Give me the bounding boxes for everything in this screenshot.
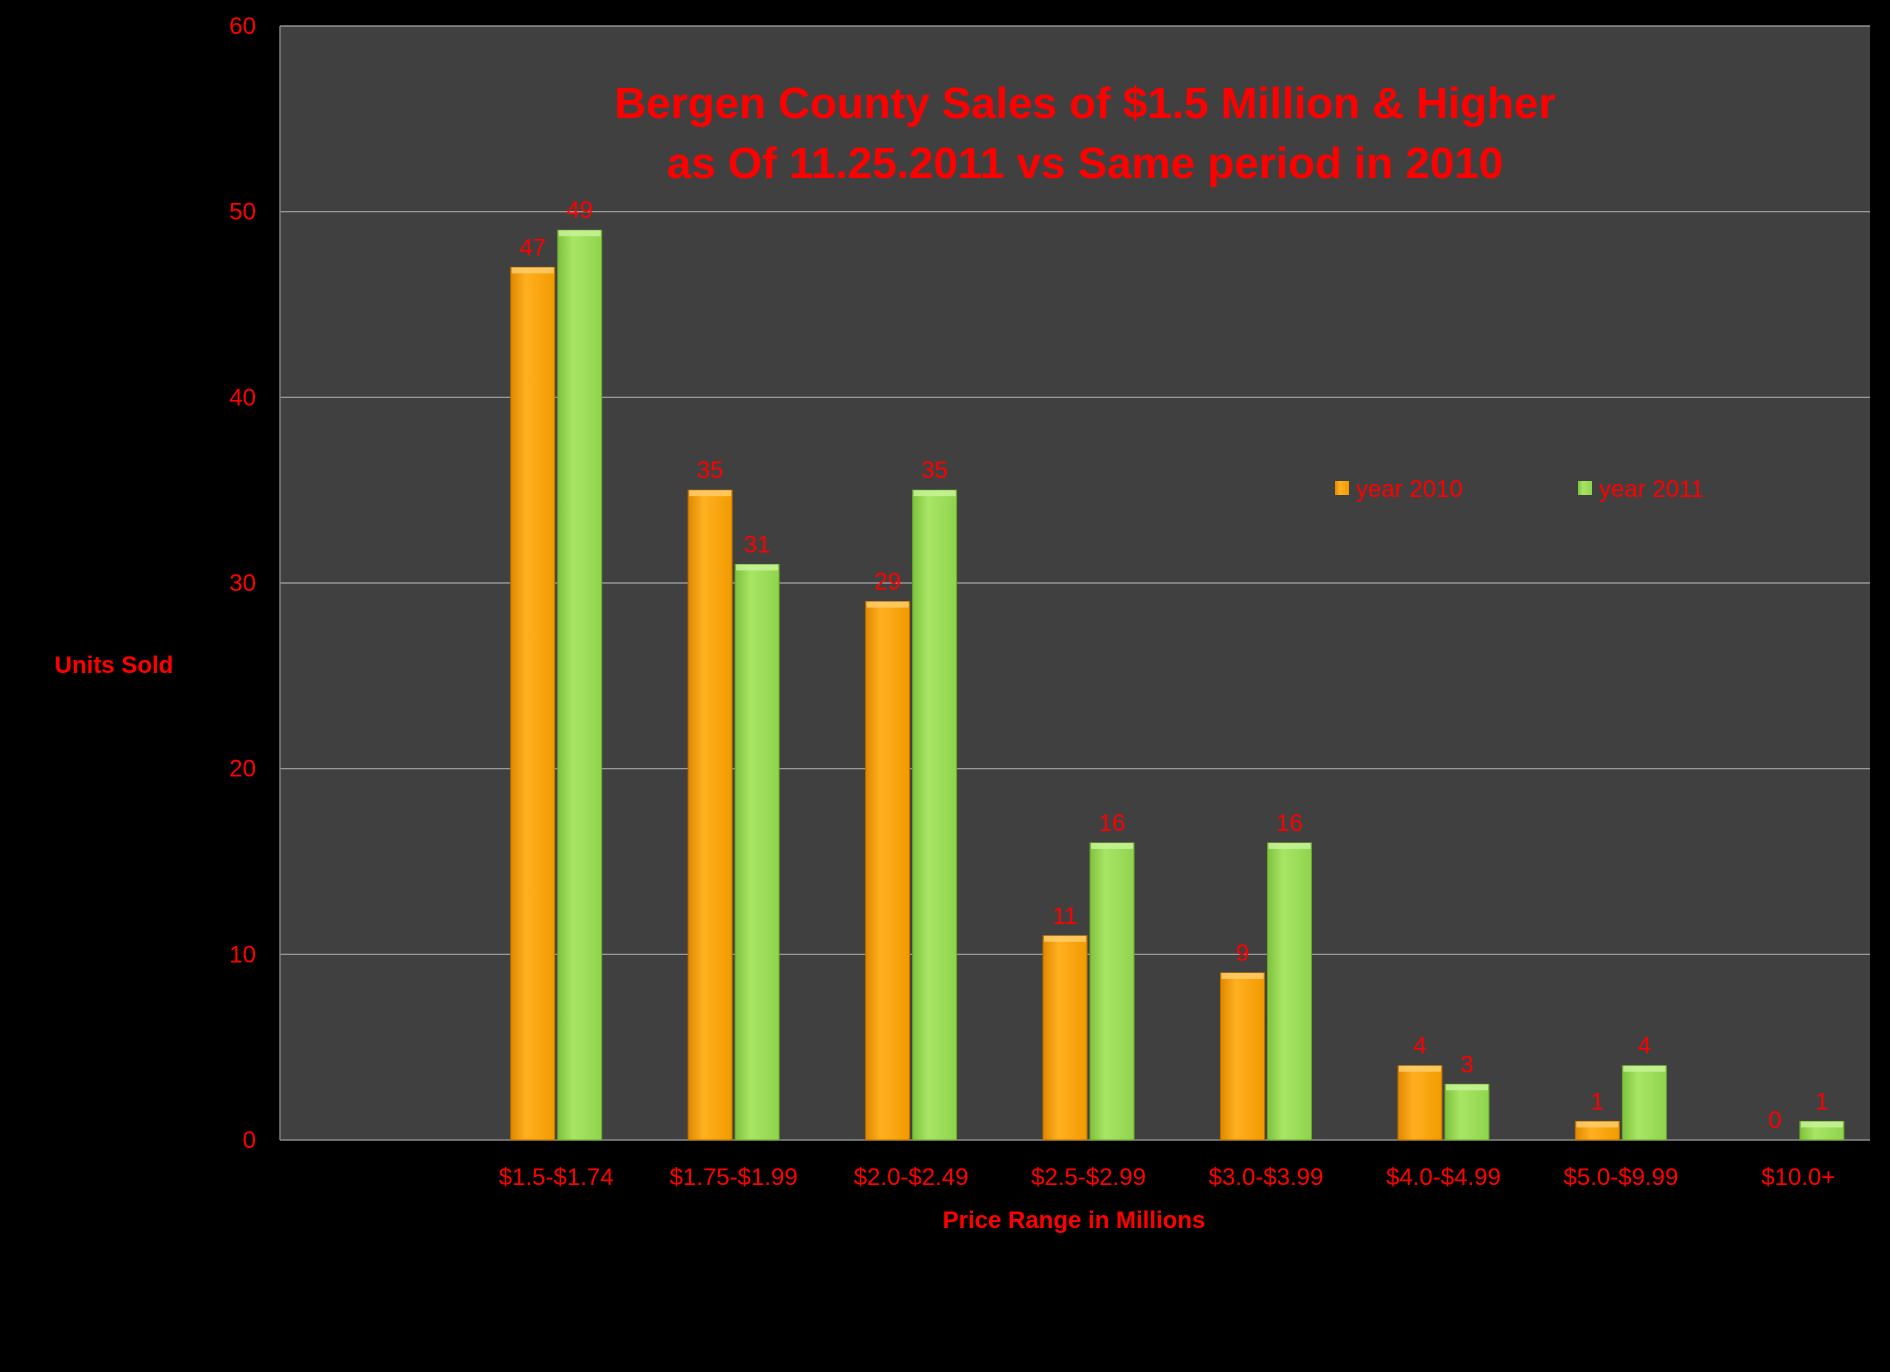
data-label: 4 bbox=[1638, 1033, 1651, 1060]
x-tick-label: $10.0+ bbox=[1761, 1164, 1835, 1191]
legend-label-2011: year 2011 bbox=[1599, 476, 1704, 503]
bar-top-bevel bbox=[866, 601, 909, 608]
bar-2011 bbox=[912, 489, 958, 1141]
bar-top-bevel bbox=[1044, 935, 1087, 942]
bar-2010 bbox=[1220, 972, 1266, 1141]
bar-2011 bbox=[1089, 842, 1135, 1141]
chart-title-line-1: Bergen County Sales of $1.5 Million & Hi… bbox=[614, 79, 1555, 128]
bar-2010 bbox=[865, 601, 911, 1141]
bar-2011 bbox=[734, 563, 780, 1141]
chart-title-line-2: as Of 11.25.2011 vs Same period in 2010 bbox=[667, 139, 1504, 188]
bar-top-bevel bbox=[913, 490, 956, 497]
bar-2010 bbox=[510, 266, 556, 1141]
data-label: 16 bbox=[1099, 810, 1126, 837]
legend-label-2010: year 2010 bbox=[1356, 476, 1463, 503]
legend: year 2010 year 2011 bbox=[1335, 476, 1704, 503]
bar-top-bevel bbox=[1576, 1121, 1619, 1128]
x-tick-label: $1.75-$1.99 bbox=[670, 1164, 798, 1191]
bar-top-bevel bbox=[1398, 1065, 1441, 1072]
data-label: 35 bbox=[697, 457, 724, 484]
bar-top-bevel bbox=[689, 490, 732, 497]
y-tick-label: 0 bbox=[243, 1127, 256, 1154]
data-label: 1 bbox=[1815, 1088, 1828, 1115]
bar-2010 bbox=[1042, 935, 1088, 1141]
x-tick-label: $1.5-$1.74 bbox=[499, 1164, 614, 1191]
bar-2011 bbox=[557, 229, 603, 1141]
data-label: 4 bbox=[1413, 1033, 1426, 1060]
data-label: 3 bbox=[1460, 1051, 1473, 1078]
x-tick-label: $2.0-$2.49 bbox=[854, 1164, 969, 1191]
bar-top-bevel bbox=[558, 230, 601, 237]
bar-top-bevel bbox=[1623, 1065, 1666, 1072]
bar-top-bevel bbox=[1800, 1121, 1843, 1128]
data-label: 16 bbox=[1276, 810, 1303, 837]
data-label: 11 bbox=[1053, 903, 1078, 930]
bar-2010 bbox=[1397, 1065, 1443, 1141]
data-label: 31 bbox=[744, 531, 771, 558]
bar-top-bevel bbox=[511, 267, 554, 274]
bar-top-bevel bbox=[736, 564, 779, 571]
y-tick-label: 30 bbox=[229, 570, 256, 597]
data-label: 0 bbox=[1768, 1107, 1781, 1134]
bar-2010 bbox=[687, 489, 733, 1141]
y-tick-label: 40 bbox=[229, 384, 256, 411]
data-label: 9 bbox=[1236, 940, 1249, 967]
y-tick-label: 60 bbox=[229, 13, 256, 40]
data-label: 35 bbox=[921, 457, 948, 484]
x-axis-title: Price Range in Millions bbox=[943, 1207, 1206, 1234]
x-tick-label: $3.0-$3.99 bbox=[1209, 1164, 1324, 1191]
bar-top-bevel bbox=[1445, 1084, 1488, 1091]
data-label: 47 bbox=[519, 234, 546, 261]
y-axis-title: Units Sold bbox=[55, 652, 174, 679]
bars bbox=[510, 229, 1845, 1141]
x-tick-label: $5.0-$9.99 bbox=[1564, 1164, 1679, 1191]
bar-top-bevel bbox=[1091, 842, 1134, 849]
bar-top-bevel bbox=[1268, 842, 1311, 849]
y-tick-label: 20 bbox=[229, 756, 256, 783]
bar-top-bevel bbox=[1221, 972, 1264, 979]
y-tick-label: 10 bbox=[229, 941, 256, 968]
x-tick-label: $4.0-$4.99 bbox=[1386, 1164, 1501, 1191]
legend-swatch-2010 bbox=[1335, 481, 1349, 495]
data-label: 49 bbox=[566, 197, 593, 224]
bar-2011 bbox=[1267, 842, 1313, 1141]
data-label: 1 bbox=[1591, 1088, 1604, 1115]
bar-2011 bbox=[1621, 1065, 1667, 1141]
bar-2011 bbox=[1444, 1083, 1490, 1141]
y-tick-labels: 0 10 20 30 40 50 60 bbox=[229, 13, 256, 1154]
data-label: 29 bbox=[874, 569, 901, 596]
x-tick-labels: $1.5-$1.74 $1.75-$1.99 $2.0-$2.49 $2.5-$2.9… bbox=[499, 1164, 1836, 1191]
x-tick-label: $2.5-$2.99 bbox=[1031, 1164, 1146, 1191]
y-tick-label: 50 bbox=[229, 199, 256, 226]
legend-swatch-2011 bbox=[1578, 481, 1592, 495]
